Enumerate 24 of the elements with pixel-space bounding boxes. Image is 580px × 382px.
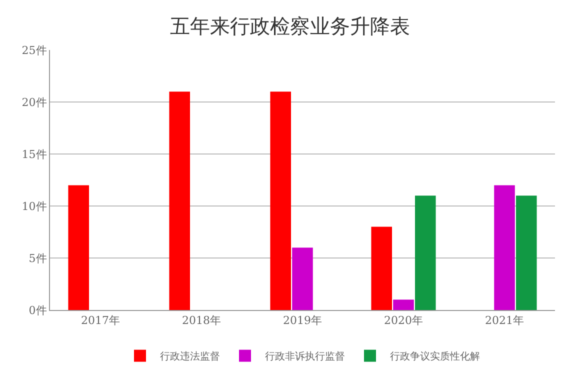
bar: [68, 185, 90, 310]
y-tick-label: 20件: [22, 96, 47, 109]
x-tick-label: 2017年: [81, 314, 120, 328]
bar: [414, 196, 436, 310]
x-tick-label: 2018年: [182, 314, 221, 328]
x-tick-label: 2019年: [283, 314, 322, 328]
legend-label: 行政非诉执行监督: [265, 350, 345, 363]
bar: [494, 185, 515, 310]
bar: [169, 92, 190, 310]
y-tick-label: 15件: [22, 148, 47, 161]
bar: [270, 92, 292, 310]
x-tick-label: 2021年: [485, 314, 524, 328]
y-tick-label: 0件: [28, 304, 47, 317]
x-tick-label: 2020年: [384, 314, 423, 328]
bar: [516, 196, 537, 310]
legend-label: 行政争议实质性化解: [390, 350, 480, 363]
y-tick-label: 5件: [28, 252, 47, 265]
chart-title: 五年来行政检察业务升降表: [170, 14, 410, 38]
bar: [393, 300, 414, 310]
bar: [371, 226, 392, 310]
legend-label: 行政违法监督: [160, 350, 220, 363]
y-tick-label: 10件: [22, 200, 47, 213]
y-tick-label: 25件: [22, 44, 47, 57]
bar: [292, 248, 313, 310]
